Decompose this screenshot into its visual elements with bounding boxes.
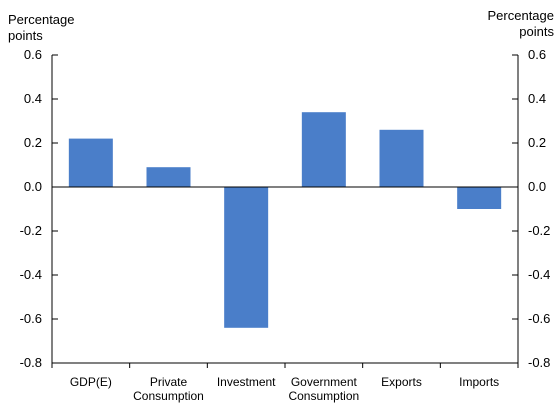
bar: [68, 138, 113, 187]
y-tick-label-left: -0.6: [20, 311, 42, 326]
x-category-label: Private: [150, 375, 188, 389]
y-axis-title-left-line-2: points: [8, 28, 43, 43]
x-category-label: GDP(E): [70, 375, 112, 389]
y-tick-label-right: 0.6: [528, 47, 546, 62]
y-tick-label-left: -0.2: [20, 223, 42, 238]
y-tick-label-left: 0.6: [24, 47, 42, 62]
y-axis-title-left-line-1: Percentage: [8, 12, 75, 27]
y-tick-label-right: -0.2: [528, 223, 550, 238]
y-tick-label-left: 0.4: [24, 91, 42, 106]
y-tick-label-right: 0.4: [528, 91, 546, 106]
y-tick-label-left: 0.0: [24, 179, 42, 194]
bar: [457, 187, 502, 209]
y-tick-label-right: 0.0: [528, 179, 546, 194]
y-tick-label-right: -0.8: [528, 355, 550, 370]
y-axis-title-left: Percentage points: [8, 12, 75, 44]
y-axis-title-right: Percentage points: [488, 8, 555, 40]
bar: [146, 167, 191, 187]
y-tick-label-right: 0.2: [528, 135, 546, 150]
y-tick-label-left: 0.2: [24, 135, 42, 150]
x-category-label: Consumption: [133, 389, 204, 403]
y-tick-label-left: -0.4: [20, 267, 42, 282]
x-category-label: Government: [291, 375, 358, 389]
y-axis-title-right-line-2: points: [519, 24, 554, 39]
x-category-label: Imports: [459, 375, 499, 389]
y-axis-title-right-line-1: Percentage: [487, 8, 555, 23]
x-category-label: Exports: [381, 375, 422, 389]
x-category-label: Investment: [217, 375, 276, 389]
y-tick-label-right: -0.4: [528, 267, 550, 282]
bar: [379, 129, 424, 187]
bar: [224, 187, 269, 328]
bar: [301, 112, 346, 187]
y-tick-label-right: -0.6: [528, 311, 550, 326]
x-category-label: Consumption: [288, 389, 359, 403]
y-tick-label-left: -0.8: [20, 355, 42, 370]
